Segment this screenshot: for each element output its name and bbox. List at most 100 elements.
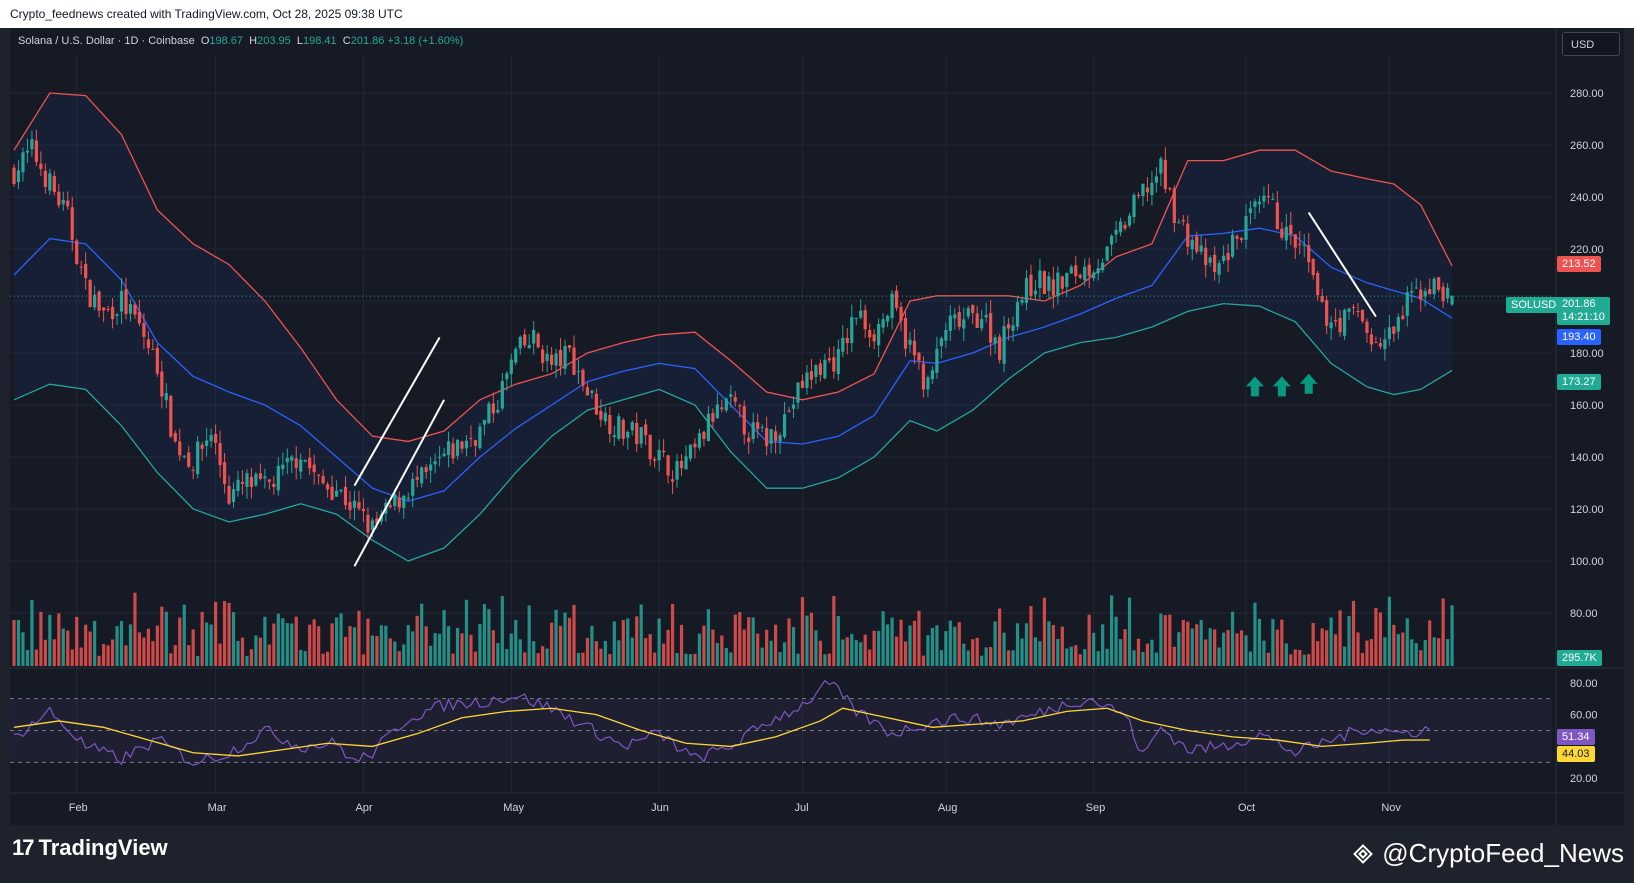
- volume-bar: [1230, 611, 1235, 666]
- volume-bar: [720, 635, 724, 666]
- candle-body: [464, 440, 469, 449]
- volume-bar: [254, 635, 258, 666]
- rsi-panel: [10, 679, 1552, 766]
- volume-bar: [626, 618, 630, 666]
- volume-bar: [438, 633, 442, 666]
- volume-bar: [433, 633, 437, 666]
- candle-body: [1118, 221, 1123, 233]
- candle-body: [1369, 334, 1374, 345]
- volume-bar: [294, 616, 298, 666]
- candle-body: [308, 457, 312, 469]
- price-tick-label: 280.00: [1570, 88, 1604, 100]
- candle-body: [1410, 291, 1414, 293]
- upper-band-tag: 213.52: [1557, 256, 1601, 272]
- volume-bar: [1356, 632, 1360, 666]
- volume-bar: [267, 644, 271, 666]
- candle-body: [1011, 325, 1015, 331]
- candle-body: [518, 336, 522, 349]
- volume-bar: [1284, 643, 1288, 666]
- candle-body: [231, 489, 236, 502]
- volume-bar: [34, 649, 38, 666]
- candle-body: [245, 473, 249, 487]
- candle-body: [1266, 196, 1270, 198]
- candle-body: [765, 427, 769, 447]
- chart-canvas[interactable]: 280.00260.00240.00220.00200.00180.00160.…: [0, 0, 1634, 825]
- candle-body: [608, 414, 612, 435]
- candle-body: [173, 433, 177, 442]
- symbol-name: Solana / U.S. Dollar · 1D · Coinbase: [18, 35, 195, 47]
- volume-bar: [532, 641, 536, 666]
- candle-body: [1360, 309, 1365, 322]
- volume-bar: [836, 616, 840, 666]
- candle-body: [679, 460, 684, 469]
- candle-body: [133, 304, 137, 315]
- candle-body: [299, 459, 303, 472]
- candle-body: [630, 422, 634, 431]
- tradingview-logo[interactable]: 17 TradingView: [12, 835, 168, 861]
- candle-body: [1136, 194, 1141, 196]
- candle-body: [657, 449, 661, 461]
- low-label: L: [296, 35, 304, 47]
- candle-body: [496, 409, 500, 413]
- volume-bar: [1163, 615, 1167, 666]
- candle-body: [446, 441, 451, 456]
- volume-bar: [119, 621, 124, 666]
- volume-bar: [1186, 621, 1190, 666]
- basis-value: 193.40: [1562, 331, 1596, 343]
- grid-lines: [10, 55, 1552, 793]
- candle-body: [424, 467, 428, 472]
- volume-bar: [1280, 619, 1284, 666]
- volume-bar: [93, 620, 97, 666]
- volume-bar: [957, 622, 961, 666]
- basis-tag: 193.40: [1557, 329, 1601, 345]
- candle-body: [366, 514, 370, 533]
- volume-bar: [742, 629, 746, 666]
- volume-bar: [800, 597, 805, 666]
- volume-bar: [662, 643, 666, 666]
- candle-body: [115, 314, 119, 316]
- volume-bar: [558, 625, 563, 666]
- volume-bar: [621, 619, 625, 666]
- candle-body: [420, 467, 424, 484]
- candle-body: [469, 438, 473, 440]
- volume-bar: [666, 629, 670, 666]
- volume-bar: [102, 644, 106, 666]
- volume-bar: [1378, 612, 1382, 666]
- candle-body: [868, 329, 872, 338]
- candle-body: [989, 312, 993, 343]
- volume-bar: [514, 619, 518, 666]
- candle-body: [850, 317, 854, 344]
- volume-bar: [1392, 624, 1396, 666]
- volume-bar: [1101, 624, 1105, 666]
- volume-bar: [1123, 629, 1127, 666]
- candle-body: [1401, 315, 1405, 320]
- candle-body: [1356, 311, 1360, 313]
- candle-body: [1262, 195, 1266, 202]
- volume-bar: [1423, 640, 1427, 666]
- candle-body: [881, 319, 885, 328]
- volume-bar: [1387, 596, 1391, 666]
- candle-body: [541, 349, 545, 363]
- symbol-tag-label: SOLUSD: [1511, 299, 1557, 311]
- volume-bar: [1226, 629, 1230, 666]
- candle-body: [612, 435, 616, 438]
- candle-body: [1253, 201, 1257, 207]
- candle-body: [841, 337, 845, 352]
- candle-body: [706, 413, 710, 442]
- volume-bar: [648, 634, 652, 666]
- currency-selector[interactable]: USD: [1562, 32, 1620, 56]
- candle-body: [93, 294, 97, 308]
- candle-body: [388, 505, 392, 508]
- volume-bar: [1342, 646, 1347, 666]
- candle-body: [352, 500, 357, 508]
- volume-bar: [894, 636, 899, 666]
- candle-body: [160, 371, 164, 397]
- rsi-ma-line: [13, 707, 1430, 757]
- candle-body: [899, 306, 903, 321]
- high-value: 203.95: [257, 35, 291, 47]
- bollinger-basis-line: [13, 227, 1453, 502]
- volume-bar: [908, 625, 912, 666]
- volume-bar: [1159, 613, 1163, 666]
- volume-bar: [1069, 646, 1073, 666]
- candle-body: [1078, 274, 1082, 278]
